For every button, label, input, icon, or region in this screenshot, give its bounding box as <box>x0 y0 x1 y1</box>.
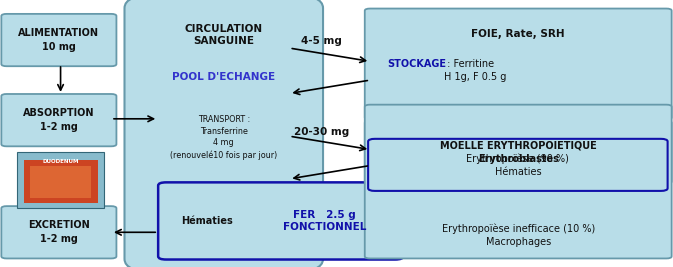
FancyBboxPatch shape <box>365 105 672 258</box>
Bar <box>24 160 98 203</box>
Text: TRANSPORT :
Transferrine
4 mg
(renouvelé10 fois par jour): TRANSPORT : Transferrine 4 mg (renouvelé… <box>170 115 277 160</box>
Text: DUODENUM: DUODENUM <box>42 159 79 164</box>
FancyBboxPatch shape <box>365 9 672 120</box>
Text: CIRCULATION
SANGUINE: CIRCULATION SANGUINE <box>184 24 263 46</box>
Text: Erythropoïèse inefficace (10 %)
Macrophages: Erythropoïèse inefficace (10 %) Macropha… <box>441 223 595 247</box>
Text: POOL D'ECHANGE: POOL D'ECHANGE <box>172 72 275 82</box>
FancyBboxPatch shape <box>1 14 116 66</box>
Text: ABSORPTION
1-2 mg: ABSORPTION 1-2 mg <box>23 108 95 132</box>
Text: MOELLE ERYTHROPOIETIQUE
Erythroblastes: MOELLE ERYTHROPOIETIQUE Erythroblastes <box>440 141 596 164</box>
Text: EXCRETION
1-2 mg: EXCRETION 1-2 mg <box>28 220 90 244</box>
Bar <box>17 152 104 208</box>
Text: FER   2.5 g
FONCTIONNEL: FER 2.5 g FONCTIONNEL <box>283 210 366 232</box>
Text: 4-5 mg: 4-5 mg <box>302 36 342 46</box>
Bar <box>30 166 91 198</box>
FancyBboxPatch shape <box>365 121 672 184</box>
Text: FOIE, Rate, SRH: FOIE, Rate, SRH <box>471 29 565 39</box>
Text: ALIMENTATION
10 mg: ALIMENTATION 10 mg <box>18 28 100 52</box>
Text: Erythropoïèse (90 %)
Hématies: Erythropoïèse (90 %) Hématies <box>466 153 569 177</box>
Text: Hématies: Hématies <box>181 216 232 226</box>
FancyBboxPatch shape <box>1 206 116 258</box>
Text: STOCKAGE: STOCKAGE <box>387 59 446 69</box>
FancyBboxPatch shape <box>158 182 403 260</box>
Text: : Ferritine
H 1g, F 0.5 g: : Ferritine H 1g, F 0.5 g <box>444 59 507 82</box>
Text: 20-30 mg: 20-30 mg <box>294 127 349 137</box>
FancyBboxPatch shape <box>368 139 668 191</box>
FancyBboxPatch shape <box>1 94 116 146</box>
FancyBboxPatch shape <box>125 0 323 267</box>
